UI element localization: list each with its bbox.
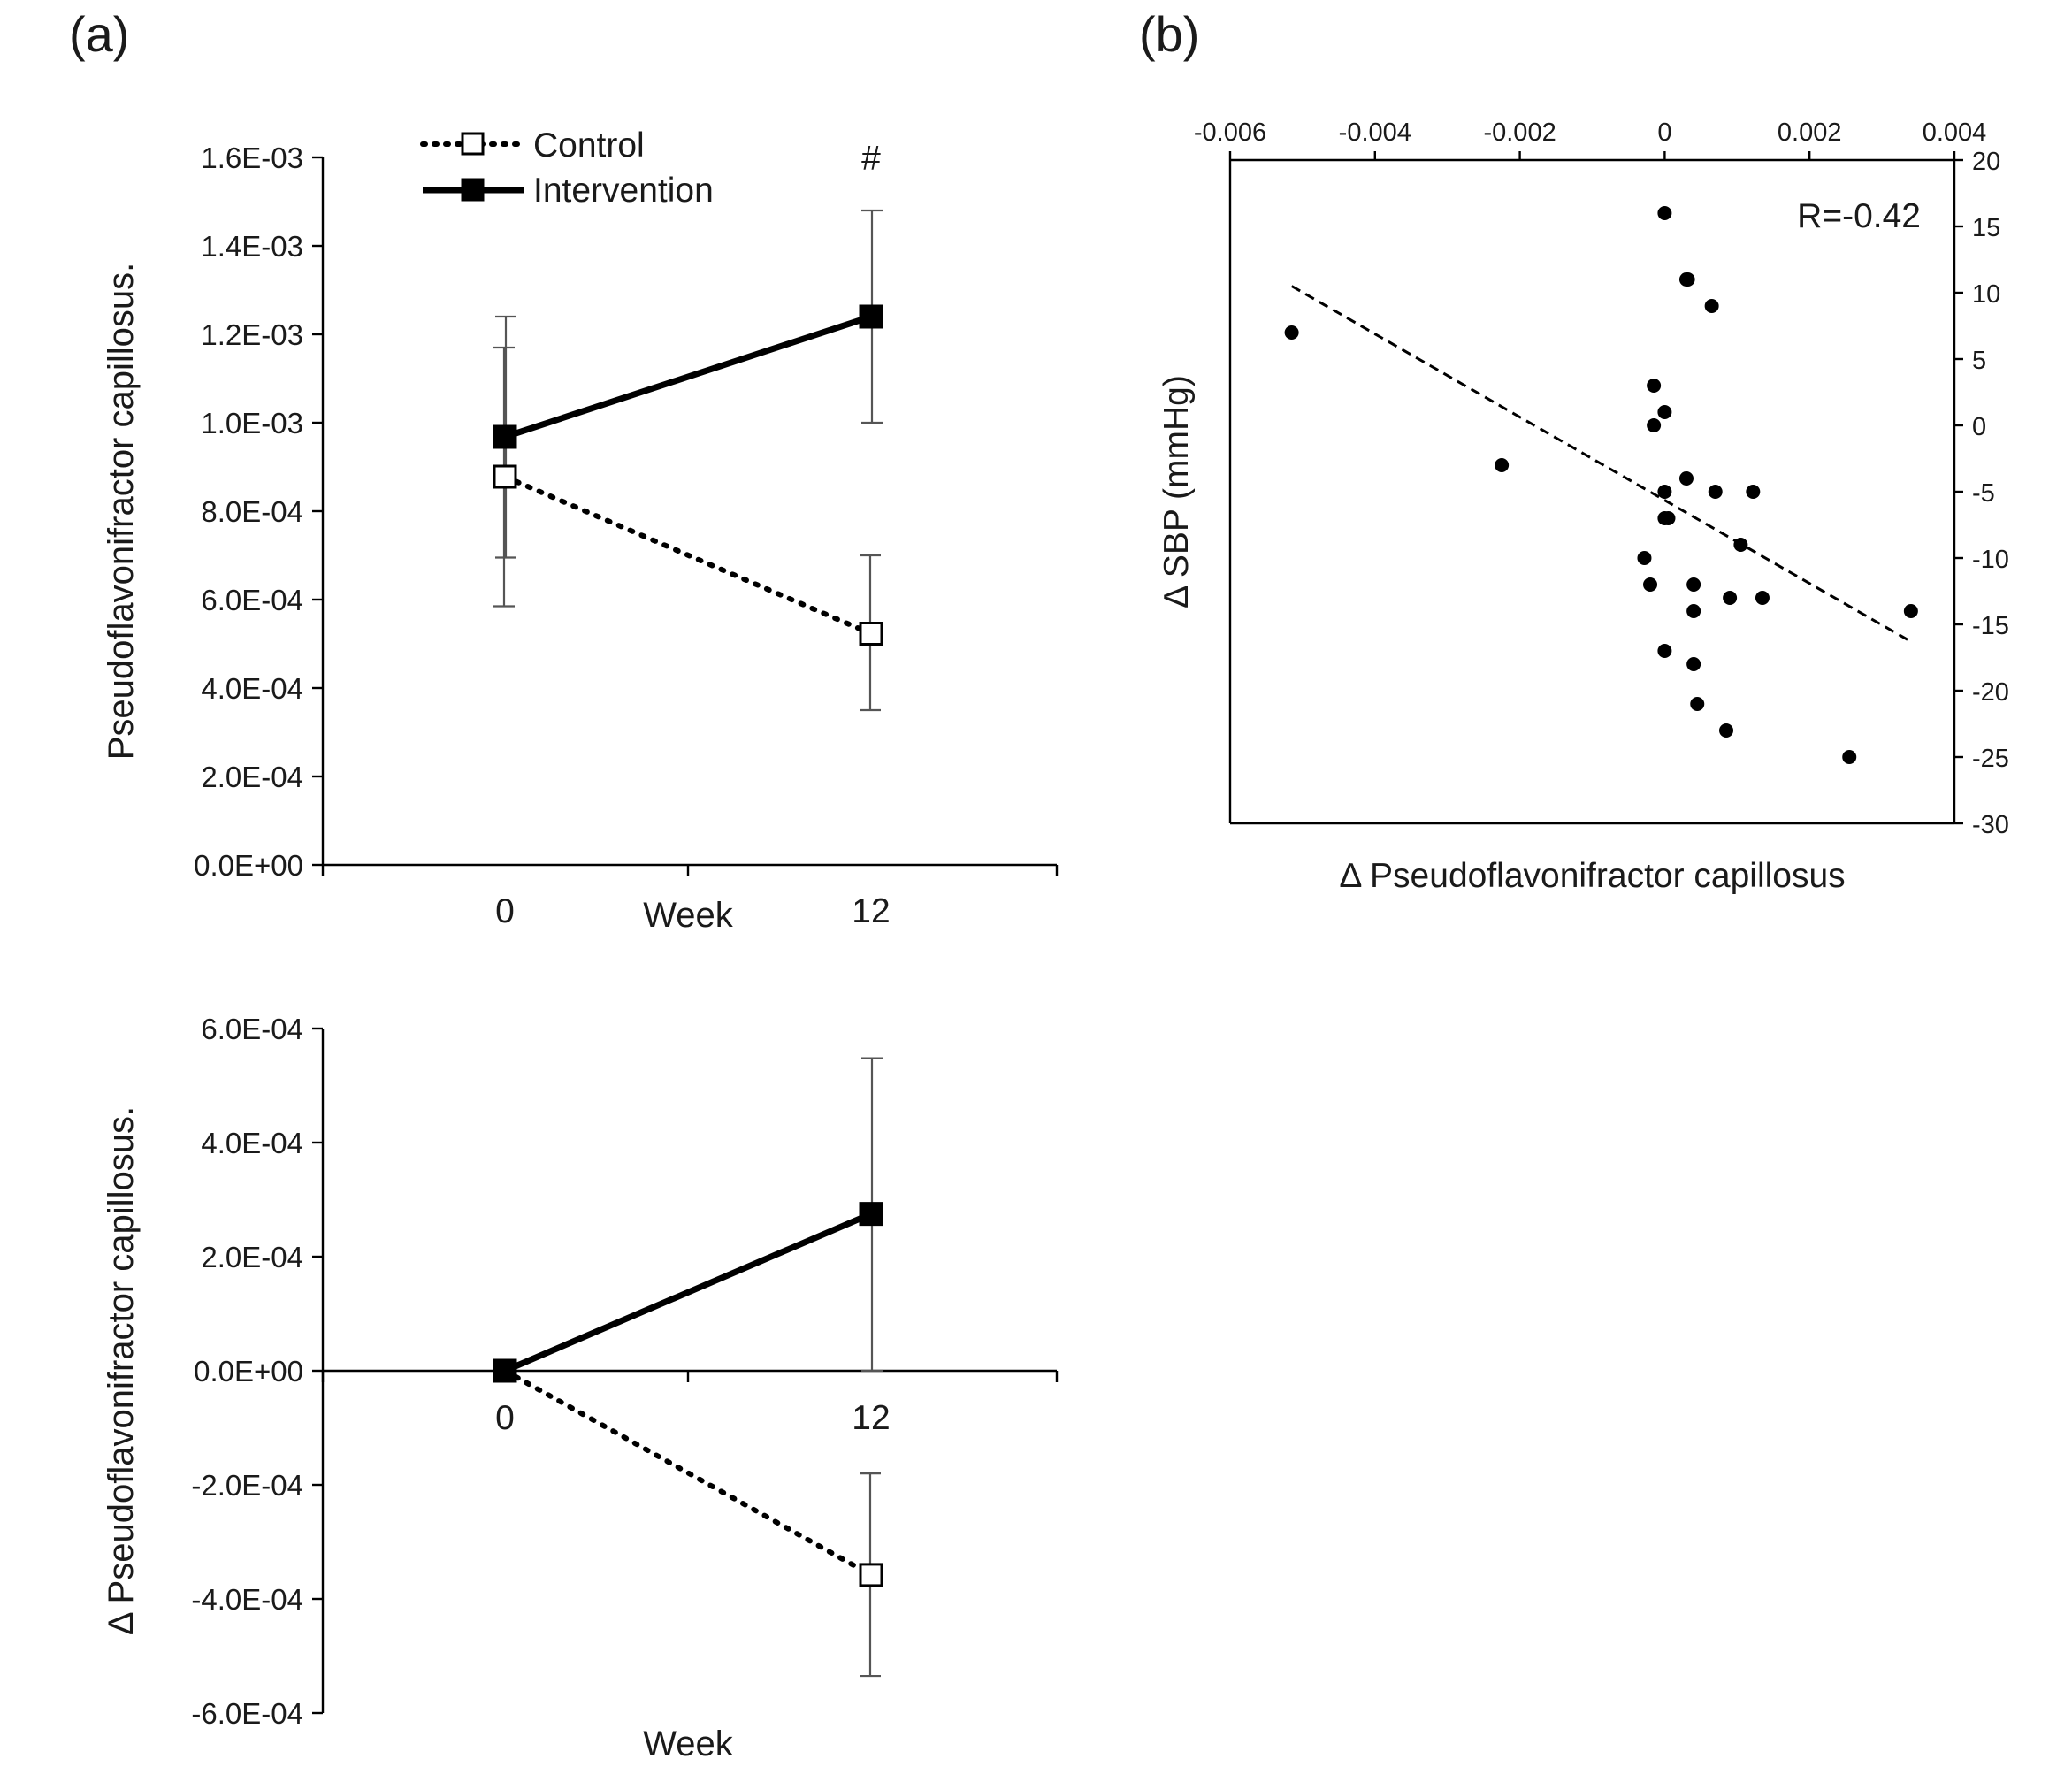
y-tick-label: 1.0E-03	[201, 407, 303, 440]
y-tick-label: 10	[1972, 280, 2000, 309]
scatter-point	[1637, 551, 1652, 565]
scatter-point	[1686, 657, 1701, 671]
y-tick-label: -25	[1972, 745, 2009, 773]
x-category-label: 0	[495, 892, 515, 930]
legend-intervention-marker	[461, 178, 485, 202]
control-point	[493, 464, 517, 489]
x-tick-label: -0.006	[1194, 119, 1266, 147]
scatter-point	[1647, 379, 1662, 393]
trendline	[1290, 285, 1912, 643]
x-tick-label: -0.004	[1339, 119, 1411, 147]
x-tick-label: 0.002	[1778, 119, 1842, 147]
y-tick-label: 6.0E-04	[201, 1013, 303, 1045]
chart-change-abundance: -6.0E-04 -4.0E-04 -2.0E-04 0.0E+00 2.0E-04 4.…	[102, 1013, 1059, 1763]
y-tick-label: -4.0E-04	[191, 1583, 303, 1616]
x-category-label: 12	[852, 1399, 890, 1437]
scatter-point	[1647, 418, 1662, 432]
y-axis-label: Δ Pseudoflavonifractor capillosus.	[102, 1106, 141, 1635]
y-tick-label: 4.0E-04	[201, 672, 303, 705]
intervention-point	[493, 1358, 517, 1383]
y-tick-label: 15	[1972, 214, 2000, 242]
control-point	[859, 1563, 883, 1587]
scatter-point	[1708, 485, 1723, 499]
scatter-point	[1719, 723, 1734, 738]
legend-control-marker	[461, 132, 485, 156]
correlation-annotation: R=-0.42	[1797, 197, 1921, 235]
scatter-point	[1903, 604, 1918, 618]
intervention-point	[859, 304, 883, 329]
x-tick-label: 0	[1657, 119, 1671, 147]
y-tick-label: 0	[1972, 413, 1986, 441]
control-series-line	[502, 474, 874, 637]
x-axis-label: Δ Pseudoflavonifractor capillosus	[1339, 857, 1845, 895]
scatter-point	[1842, 750, 1857, 764]
scatter-point	[1284, 325, 1299, 340]
y-tick-label: 20	[1972, 148, 2000, 176]
scatter-point	[1678, 471, 1694, 486]
x-tick-label: -0.002	[1483, 119, 1556, 147]
y-tick-label: 1.2E-03	[201, 318, 303, 351]
scatter-point	[1723, 591, 1738, 605]
scatter-point	[1733, 538, 1748, 552]
x-category-label: 0	[495, 1399, 515, 1437]
y-tick-label: 0.0E+00	[194, 1355, 303, 1388]
x-tick-label: 0.004	[1923, 119, 1987, 147]
chart-baseline-abundance: 0.0E+00 2.0E-04 4.0E-04 6.0E-04 8.0E-04 1.0E-…	[102, 140, 1059, 935]
control-point	[859, 622, 883, 646]
intervention-point	[493, 424, 517, 449]
intervention-series-line	[501, 313, 875, 440]
scatter-point	[1495, 458, 1510, 472]
panel-label-b: (b)	[1139, 6, 1199, 62]
y-tick-label: 8.0E-04	[201, 495, 303, 528]
scatter-point	[1755, 591, 1770, 605]
y-tick-label: 2.0E-04	[201, 761, 303, 793]
y-tick-label: 1.6E-03	[201, 141, 303, 174]
scatter-point	[1657, 206, 1672, 220]
x-axis-label: Week	[643, 896, 734, 935]
scatter-point	[1657, 485, 1672, 499]
scatter-point	[1690, 697, 1705, 711]
scatter-point	[1686, 577, 1701, 592]
scatter-point	[1643, 577, 1658, 592]
scatter-point	[1661, 511, 1676, 525]
legend-intervention-label: Intervention	[533, 172, 714, 210]
intervention-series-line	[501, 1211, 875, 1374]
y-tick-label: 1.4E-03	[201, 230, 303, 263]
y-axis-label: Pseudoflavonifractor capillosus.	[102, 263, 141, 761]
significance-annotation: #	[861, 140, 881, 178]
y-tick-label: 4.0E-04	[201, 1127, 303, 1159]
panel-label-a: (a)	[69, 6, 129, 62]
y-tick-label: -5	[1972, 479, 1995, 508]
scatter-point	[1680, 272, 1695, 287]
scatter-point	[1657, 644, 1672, 658]
y-tick-label: 0.0E+00	[194, 849, 303, 882]
y-tick-label: -2.0E-04	[191, 1469, 303, 1502]
scatter-point	[1704, 299, 1719, 313]
control-series-line	[502, 1368, 874, 1578]
y-tick-label: -6.0E-04	[191, 1697, 303, 1730]
legend-control-label: Control	[533, 126, 645, 164]
y-tick-label: 2.0E-04	[201, 1241, 303, 1273]
y-tick-label: -15	[1972, 612, 2009, 640]
y-tick-label: 6.0E-04	[201, 584, 303, 616]
y-tick-label: -10	[1972, 546, 2009, 574]
y-tick-label: 5	[1972, 347, 1986, 375]
x-category-label: 12	[852, 892, 890, 930]
scatter-point	[1746, 485, 1761, 499]
scatter-point	[1686, 604, 1701, 618]
y-tick-label: -30	[1972, 811, 2009, 839]
y-axis-label: Δ SBP (mmHg)	[1158, 375, 1196, 608]
legend: Control Intervention	[420, 126, 714, 210]
intervention-point	[859, 1202, 883, 1227]
x-axis-label: Week	[643, 1725, 734, 1763]
y-tick-label: -20	[1972, 678, 2009, 707]
scatter-point	[1657, 405, 1672, 419]
